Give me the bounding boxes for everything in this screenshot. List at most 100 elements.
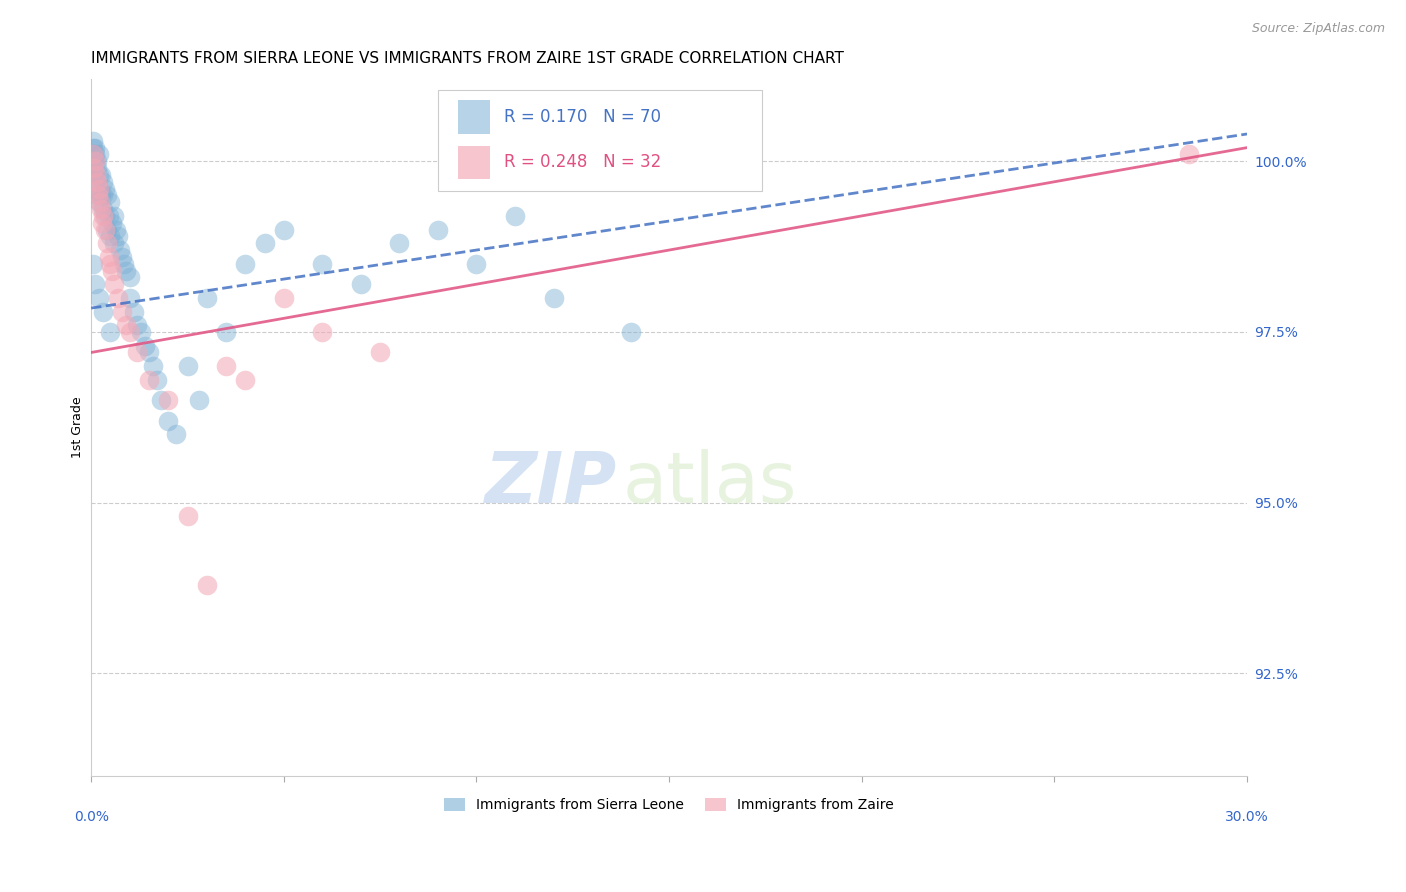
Point — [157, 393, 180, 408]
Point — [100, 229, 122, 244]
Point — [82, 257, 104, 271]
Point — [107, 291, 129, 305]
Point — [138, 345, 160, 359]
Point — [91, 175, 114, 189]
Point — [82, 147, 104, 161]
Point — [103, 277, 125, 292]
Point — [91, 202, 114, 216]
Point — [129, 325, 152, 339]
Bar — [457, 100, 489, 134]
Legend: Immigrants from Sierra Leone, Immigrants from Zaire: Immigrants from Sierra Leone, Immigrants… — [439, 792, 900, 818]
Point — [105, 222, 128, 236]
Point — [118, 325, 141, 339]
Point — [87, 181, 110, 195]
Point — [97, 209, 120, 223]
Point — [273, 291, 295, 305]
Point — [1178, 147, 1201, 161]
Point — [111, 250, 134, 264]
Point — [111, 304, 134, 318]
Point — [84, 147, 107, 161]
Point — [188, 393, 211, 408]
Text: R = 0.170   N = 70: R = 0.170 N = 70 — [503, 108, 661, 126]
Point — [176, 509, 198, 524]
Point — [87, 168, 110, 182]
Point — [86, 161, 108, 175]
Point — [84, 168, 107, 182]
Point — [86, 188, 108, 202]
Point — [84, 154, 107, 169]
Text: ZIP: ZIP — [485, 449, 617, 517]
Point — [82, 134, 104, 148]
Point — [84, 154, 107, 169]
Y-axis label: 1st Grade: 1st Grade — [72, 397, 84, 458]
Point — [273, 222, 295, 236]
Point — [91, 209, 114, 223]
Text: 0.0%: 0.0% — [73, 810, 108, 824]
Point — [96, 222, 118, 236]
Point — [91, 304, 114, 318]
Point — [86, 175, 108, 189]
FancyBboxPatch shape — [437, 90, 762, 191]
Point — [87, 188, 110, 202]
Text: R = 0.248   N = 32: R = 0.248 N = 32 — [503, 153, 661, 171]
Point — [96, 236, 118, 251]
Point — [311, 257, 333, 271]
Point — [91, 216, 114, 230]
Point — [115, 318, 138, 333]
Point — [91, 188, 114, 202]
Point — [101, 216, 124, 230]
Point — [195, 577, 218, 591]
Point — [233, 257, 256, 271]
Point — [543, 291, 565, 305]
Point — [82, 161, 104, 175]
Point — [165, 427, 187, 442]
Point — [82, 147, 104, 161]
Point — [388, 236, 411, 251]
Point — [115, 263, 138, 277]
Point — [620, 325, 643, 339]
Point — [215, 325, 238, 339]
Point — [157, 414, 180, 428]
Point — [118, 291, 141, 305]
Point — [465, 257, 488, 271]
Point — [127, 345, 149, 359]
Point — [108, 243, 131, 257]
Point — [93, 181, 115, 195]
Point — [112, 257, 135, 271]
Text: 30.0%: 30.0% — [1225, 810, 1270, 824]
Point — [84, 141, 107, 155]
Point — [100, 195, 122, 210]
Point — [87, 195, 110, 210]
Point — [145, 373, 167, 387]
Point — [195, 291, 218, 305]
Point — [122, 304, 145, 318]
Point — [426, 222, 449, 236]
Point — [87, 291, 110, 305]
Point — [83, 161, 105, 175]
Point — [138, 373, 160, 387]
Point — [100, 325, 122, 339]
Point — [253, 236, 276, 251]
Point — [149, 393, 172, 408]
Point — [100, 257, 122, 271]
Point — [233, 373, 256, 387]
Point — [107, 229, 129, 244]
Point — [127, 318, 149, 333]
Point — [93, 222, 115, 236]
Point — [311, 325, 333, 339]
Point — [176, 359, 198, 373]
Point — [84, 277, 107, 292]
Text: IMMIGRANTS FROM SIERRA LEONE VS IMMIGRANTS FROM ZAIRE 1ST GRADE CORRELATION CHAR: IMMIGRANTS FROM SIERRA LEONE VS IMMIGRAN… — [91, 51, 844, 66]
Point — [503, 209, 526, 223]
Point — [103, 209, 125, 223]
Point — [368, 345, 391, 359]
Point — [86, 154, 108, 169]
Point — [82, 141, 104, 155]
Point — [142, 359, 165, 373]
Text: atlas: atlas — [623, 449, 797, 517]
Point — [87, 147, 110, 161]
Point — [93, 209, 115, 223]
Point — [134, 338, 156, 352]
Point — [90, 188, 112, 202]
Point — [87, 181, 110, 195]
